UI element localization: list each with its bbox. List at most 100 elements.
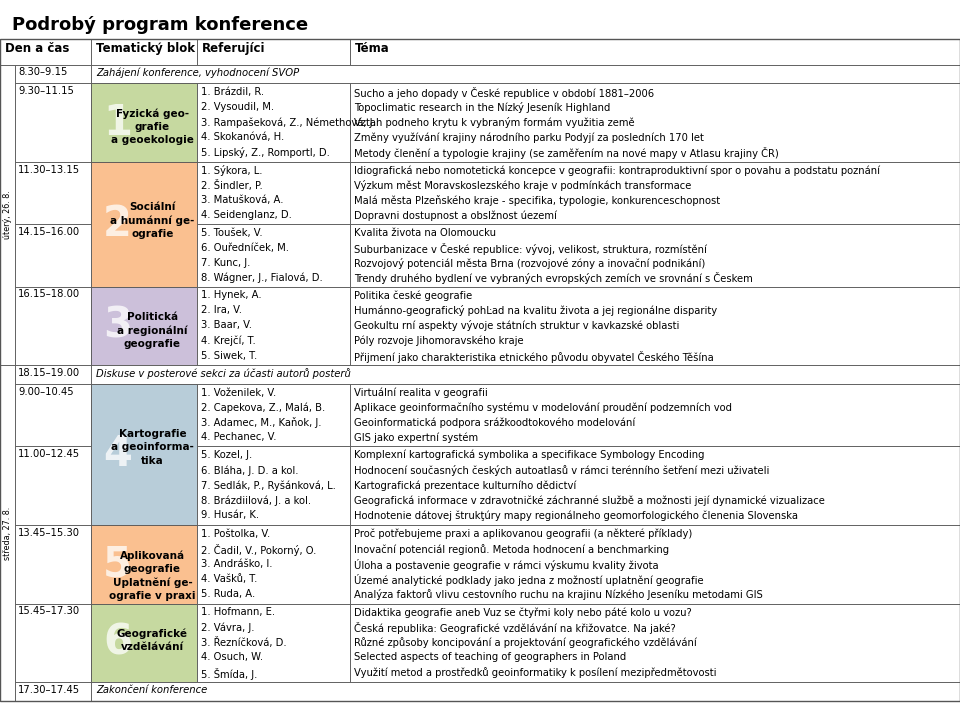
Text: Tematický blok: Tematický blok xyxy=(96,42,195,55)
Text: Různé způsoby koncipování a projektování geografického vzdělávání: Různé způsoby koncipování a projektování… xyxy=(354,637,697,649)
Text: Selected aspects of teaching of geographers in Poland: Selected aspects of teaching of geograph… xyxy=(354,652,627,663)
Text: Topoclimatic research in the Nízký Jeseník Highland: Topoclimatic research in the Nízký Jesen… xyxy=(354,102,611,113)
Text: 9.30–11.15: 9.30–11.15 xyxy=(18,86,74,96)
Bar xyxy=(91,84,197,162)
Bar xyxy=(15,224,91,287)
Text: 17.30–17.45: 17.30–17.45 xyxy=(18,685,81,695)
Bar xyxy=(350,384,960,446)
Text: 4. Seidenglanz, D.: 4. Seidenglanz, D. xyxy=(201,210,292,220)
Bar xyxy=(15,64,91,84)
Text: Inovační potenciál regionů. Metoda hodnocení a benchmarking: Inovační potenciál regionů. Metoda hodno… xyxy=(354,544,669,554)
Text: 5. Ruda, A.: 5. Ruda, A. xyxy=(201,589,255,599)
Text: Fyzická geo-
grafie
a geoekologie: Fyzická geo- grafie a geoekologie xyxy=(111,108,194,145)
Bar xyxy=(197,162,350,224)
Text: Aplikovaná
geografie
Uplatnění ge-
ografie v praxi: Aplikovaná geografie Uplatnění ge- ograf… xyxy=(109,550,196,601)
Bar xyxy=(91,384,197,525)
Text: Využití metod a prostředků geoinformatiky k posílení mezipředmětovosti: Využití metod a prostředků geoinformatik… xyxy=(354,668,717,678)
Text: 5. Toušek, V.: 5. Toušek, V. xyxy=(201,228,262,238)
Bar xyxy=(15,365,91,384)
Text: 5: 5 xyxy=(103,543,132,586)
Text: 9. Husár, K.: 9. Husár, K. xyxy=(201,510,259,520)
Text: 13.45–15.30: 13.45–15.30 xyxy=(18,527,81,538)
Bar xyxy=(197,446,350,525)
Text: 4. Pechanec, V.: 4. Pechanec, V. xyxy=(201,432,276,442)
Text: 2: 2 xyxy=(103,203,132,245)
Text: Zahájení konference, vyhodnocení SVOP: Zahájení konference, vyhodnocení SVOP xyxy=(96,67,300,78)
Bar xyxy=(15,84,91,162)
Text: 5. Lipský, Z., Romportl, D.: 5. Lipský, Z., Romportl, D. xyxy=(201,147,329,159)
Text: Rozvojový potenciál města Brna (rozvojové zóny a inovační podnikání): Rozvojový potenciál města Brna (rozvojov… xyxy=(354,258,706,268)
Bar xyxy=(15,446,91,525)
Bar xyxy=(350,224,960,287)
Text: Komplexní kartografická symbolika a specifikace Symbology Encoding: Komplexní kartografická symbolika a spec… xyxy=(354,450,705,460)
Text: Přijmení jako charakteristika etnického původu obyvatel Českého Těšína: Přijmení jako charakteristika etnického … xyxy=(354,350,714,362)
Text: Územé analytické podklady jako jedna z možností uplatnění geografie: Územé analytické podklady jako jedna z m… xyxy=(354,574,704,586)
Text: 2. Čadil, V., Pokorný, O.: 2. Čadil, V., Pokorný, O. xyxy=(201,544,316,556)
Text: 16.15–18.00: 16.15–18.00 xyxy=(18,290,81,299)
Bar xyxy=(0,64,15,365)
Text: 3: 3 xyxy=(103,305,132,347)
Text: 3. Baar, V.: 3. Baar, V. xyxy=(201,321,252,331)
Bar xyxy=(350,287,960,365)
Text: 2. Ira, V.: 2. Ira, V. xyxy=(201,305,242,315)
Bar xyxy=(197,39,350,64)
Bar xyxy=(197,84,350,162)
Text: 7. Kunc, J.: 7. Kunc, J. xyxy=(201,258,250,268)
Text: 2. Capekova, Z., Malá, B.: 2. Capekova, Z., Malá, B. xyxy=(201,402,324,413)
Text: Kvalita života na Olomoucku: Kvalita života na Olomoucku xyxy=(354,228,496,238)
Bar xyxy=(350,84,960,162)
Text: Výzkum měst Moravskoslezského kraje v podmínkách transformace: Výzkum měst Moravskoslezského kraje v po… xyxy=(354,181,691,191)
Text: Suburbanizace v České republice: vývoj, velikost, struktura, rozmístění: Suburbanizace v České republice: vývoj, … xyxy=(354,243,708,255)
Text: 14.15–16.00: 14.15–16.00 xyxy=(18,227,81,237)
Text: 1. Sýkora, L.: 1. Sýkora, L. xyxy=(201,166,262,176)
Bar xyxy=(91,162,197,287)
Bar xyxy=(197,384,350,446)
Text: 5. Kozel, J.: 5. Kozel, J. xyxy=(201,450,252,460)
Text: Hodnocení současných českých autoatlasů v rámci terénního šetření mezi uživateli: Hodnocení současných českých autoatlasů … xyxy=(354,465,770,476)
Text: Sucho a jeho dopady v České republice v období 1881–2006: Sucho a jeho dopady v České republice v … xyxy=(354,87,655,99)
Text: 18.15–19.00: 18.15–19.00 xyxy=(18,368,81,378)
Bar xyxy=(0,39,91,64)
Text: Referujíci: Referujíci xyxy=(202,42,265,55)
Text: 8.30–9.15: 8.30–9.15 xyxy=(18,67,67,77)
Text: Virtuální realita v geografii: Virtuální realita v geografii xyxy=(354,387,488,398)
Text: 1. Hynek, A.: 1. Hynek, A. xyxy=(201,290,261,300)
Text: Geografická informace v zdravotničké záchranné službě a možnosti její dynamické : Geografická informace v zdravotničké zác… xyxy=(354,496,825,506)
Text: Úloha a postavenie geografie v rámci výskumu kvality života: Úloha a postavenie geografie v rámci výs… xyxy=(354,559,659,571)
Text: 4. Vašků, T.: 4. Vašků, T. xyxy=(201,574,257,584)
Text: 15.45–17.30: 15.45–17.30 xyxy=(18,606,81,617)
Bar xyxy=(15,162,91,224)
Bar xyxy=(15,682,91,701)
Text: Malá města Plzeňského kraje - specifika, typologie, konkurenceschopnost: Malá města Plzeňského kraje - specifika,… xyxy=(354,195,720,206)
Text: 6: 6 xyxy=(103,622,132,664)
Bar xyxy=(15,525,91,603)
Text: Kartografická prezentace kulturního dědictví: Kartografická prezentace kulturního dědi… xyxy=(354,480,577,491)
Text: 4: 4 xyxy=(103,433,132,476)
Text: 9.00–10.45: 9.00–10.45 xyxy=(18,387,74,397)
Text: 2. Vysoudil, M.: 2. Vysoudil, M. xyxy=(201,102,274,112)
Text: Dopravni dostupnost a obslžnost úezemí: Dopravni dostupnost a obslžnost úezemí xyxy=(354,210,557,220)
Text: 1. Voženilek, V.: 1. Voženilek, V. xyxy=(201,387,276,398)
Text: GIS jako expertní systém: GIS jako expertní systém xyxy=(354,432,478,442)
Text: Hodnotenie dátovej štrukţúry mapy regionálneho geomorfologického členenia Sloven: Hodnotenie dátovej štrukţúry mapy region… xyxy=(354,510,799,521)
Bar xyxy=(197,287,350,365)
Text: Změny využívání krajiny národního parku Podyjí za posledních 170 let: Změny využívání krajiny národního parku … xyxy=(354,132,704,143)
Text: Vztah podneho krytu k vybraným formám využitia země: Vztah podneho krytu k vybraným formám vy… xyxy=(354,117,635,128)
Text: 1: 1 xyxy=(103,102,132,144)
Bar xyxy=(91,682,960,701)
Bar xyxy=(350,162,960,224)
Text: 8. Brázdiilová, J. a kol.: 8. Brázdiilová, J. a kol. xyxy=(201,496,311,506)
Text: Geografické
vzdělávání: Geografické vzdělávání xyxy=(117,629,188,652)
Text: 1. Brázdil, R.: 1. Brázdil, R. xyxy=(201,87,264,97)
Bar xyxy=(91,39,197,64)
Text: 3. Matušková, A.: 3. Matušková, A. xyxy=(201,195,283,205)
Text: 11.30–13.15: 11.30–13.15 xyxy=(18,165,81,175)
Bar xyxy=(197,224,350,287)
Text: 4. Skokanóvá, H.: 4. Skokanóvá, H. xyxy=(201,132,284,142)
Bar xyxy=(15,384,91,446)
Bar xyxy=(15,287,91,365)
Text: Geokultu rní aspekty vývoje státních struktur v kavkazské oblasti: Geokultu rní aspekty vývoje státních str… xyxy=(354,321,680,331)
Text: Podrobý program konference: Podrobý program konference xyxy=(12,16,307,33)
Text: 6. Bláha, J. D. a kol.: 6. Bláha, J. D. a kol. xyxy=(201,465,299,476)
Text: 3. Andráško, I.: 3. Andráško, I. xyxy=(201,559,272,569)
